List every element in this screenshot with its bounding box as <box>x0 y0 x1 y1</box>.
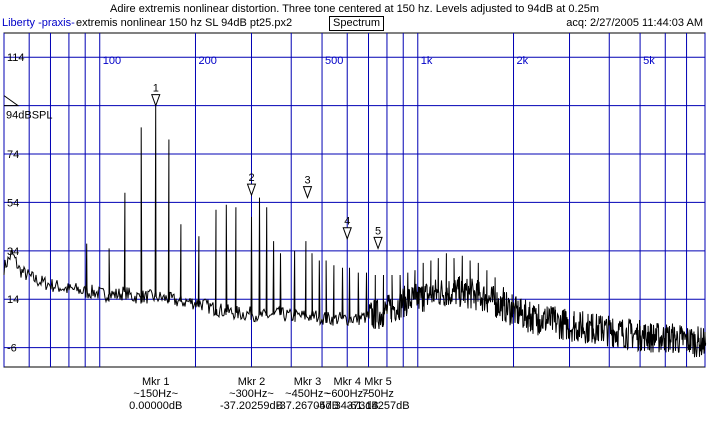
x-tick-label: 5k <box>643 55 655 67</box>
marker-readout-level: 0.00000dB <box>129 400 183 412</box>
marker-triangle[interactable] <box>151 94 161 108</box>
marker-readout-name: Mkr 3 <box>293 376 322 388</box>
marker-readout-level: -37.26704dB <box>275 400 339 412</box>
app-name: Liberty -praxis- <box>2 17 75 29</box>
y-tick-label: 14 <box>7 294 19 306</box>
marker-readout-name: Mkr 2 <box>237 376 266 388</box>
x-tick-label: 100 <box>103 55 121 67</box>
marker-readout: Mkr 3 ~450Hz~ -37.26704dB <box>252 376 362 412</box>
marker-readout-name: Mkr 5 <box>364 376 392 388</box>
acquisition-timestamp: acq: 2/27/2005 11:44:03 AM <box>566 17 703 29</box>
x-tick-label: 1k <box>421 55 433 67</box>
x-tick-label: 2k <box>517 55 529 67</box>
y-tick-label: 34 <box>7 246 19 258</box>
marker-number: 1 <box>153 83 159 95</box>
marker-readout: Mkr 2 ~300Hz~ -37.20259dB <box>196 376 306 412</box>
marker-readout-level: -37.20259dB <box>219 400 283 412</box>
marker-readout-level: -61.14257dB <box>346 400 410 412</box>
file-name: extremis nonlinear 150 hz SL 94dB pt25.p… <box>76 17 293 29</box>
spectrum-trace <box>3 105 707 358</box>
y-tick-label: 74 <box>7 149 19 161</box>
marker-number: 4 <box>344 216 350 228</box>
marker-readout-name: Mkr 4 <box>333 376 361 388</box>
ref-level-label: 94dBSPL <box>6 110 52 122</box>
y-tick-label: -6 <box>7 343 17 355</box>
marker-readout-level: -57.34373dB <box>315 400 379 412</box>
marker-readout-freq: 750Hz <box>362 388 394 400</box>
marker-triangle[interactable] <box>246 183 257 197</box>
marker-triangle[interactable] <box>342 227 352 241</box>
marker-triangle[interactable] <box>302 186 313 200</box>
ref-level-indicator <box>3 95 20 107</box>
marker-number: 5 <box>375 225 381 237</box>
marker-readout-freq: ~150Hz~ <box>133 388 179 400</box>
marker-readout: Mkr 1 ~150Hz~ 0.00000dB <box>101 376 211 412</box>
marker-readout-freq: ~450Hz~ <box>285 388 330 400</box>
marker-readout-freq: ~600Hz~ <box>324 388 370 400</box>
plot-area <box>3 32 706 368</box>
y-tick-label: 114 <box>7 52 25 64</box>
marker-readout-name: Mkr 1 <box>141 376 170 388</box>
y-tick-label: 54 <box>7 197 19 209</box>
marker-readout: Mkr 5 750Hz -61.14257dB <box>323 376 433 412</box>
marker-triangle[interactable] <box>373 236 383 250</box>
x-tick-label: 200 <box>198 55 216 67</box>
x-tick-label: 500 <box>325 55 343 67</box>
spectrum-view-button[interactable]: Spectrum <box>329 16 385 31</box>
marker-readout: Mkr 4 ~600Hz~ -57.34373dB <box>292 376 402 412</box>
marker-number: 2 <box>248 172 254 184</box>
chart-title: Adire extremis nonlinear distortion. Thr… <box>110 3 599 15</box>
marker-readout-freq: ~300Hz~ <box>229 388 274 400</box>
marker-number: 3 <box>304 175 310 187</box>
